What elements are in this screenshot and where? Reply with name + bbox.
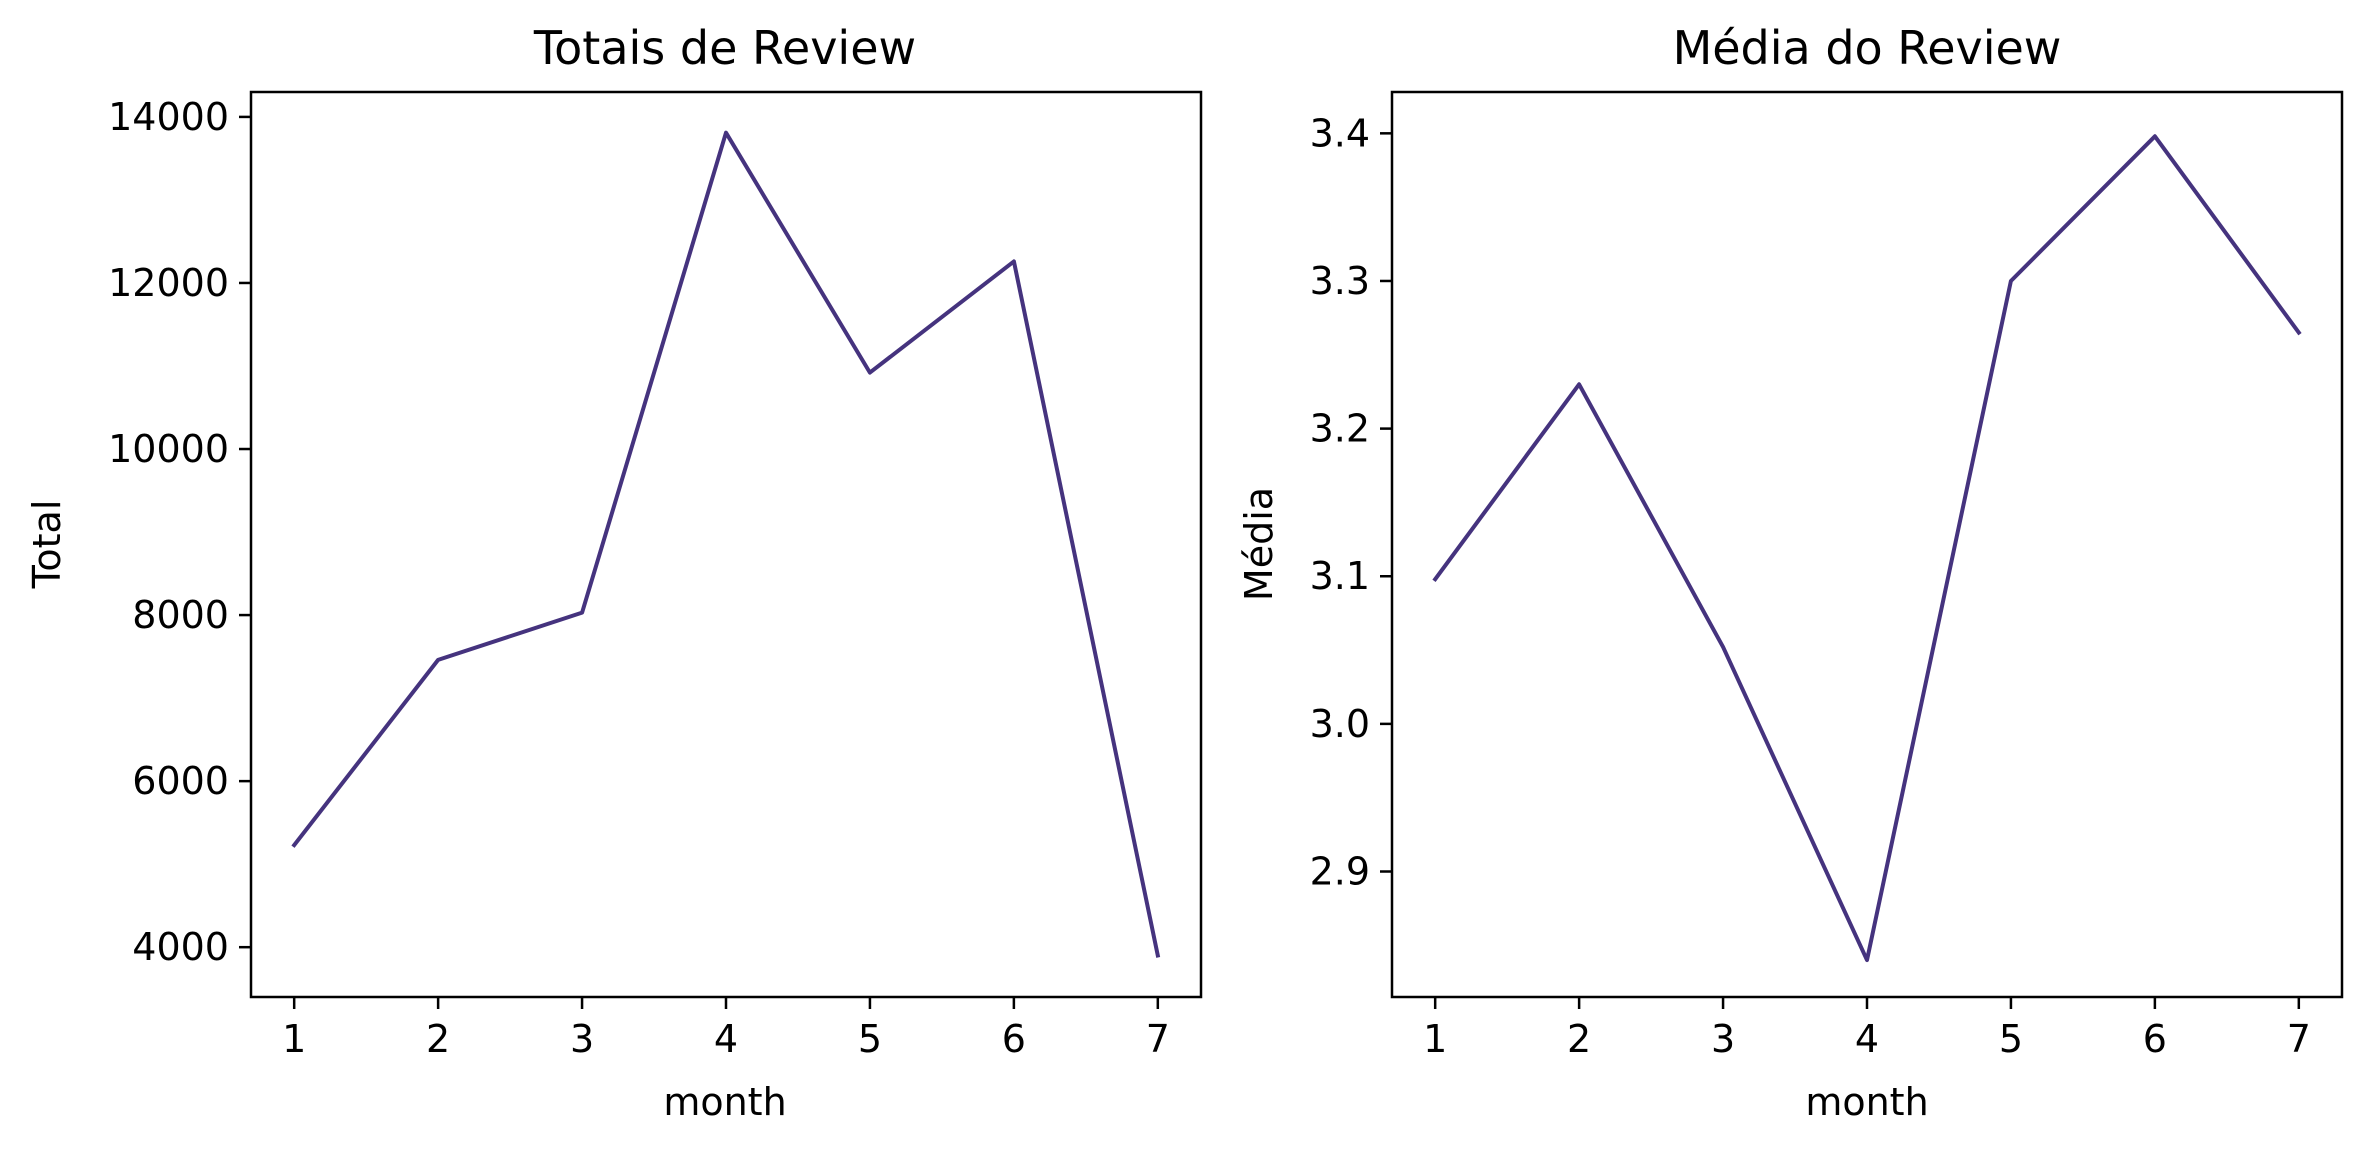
y-tick-label: 14000 — [108, 95, 229, 139]
chart-totais-de-review: Totais de Review month Total 1 2 3 4 5 6 7 4000… — [25, 21, 1203, 1124]
x-tick-label: 5 — [858, 1017, 882, 1061]
y-tick-label: 2.9 — [1310, 850, 1370, 894]
y-tick-label: 3.4 — [1310, 111, 1370, 155]
x-tick-label: 4 — [714, 1017, 738, 1061]
y-tick-label: 8000 — [132, 593, 229, 637]
y-axis-label: Média — [1237, 487, 1281, 601]
chart-media-do-review: Média do Review month Média 1 2 3 4 5 6 7 2.9 3.… — [1237, 21, 2344, 1124]
y-tick-label: 12000 — [108, 261, 229, 305]
x-tick-label: 6 — [2143, 1017, 2167, 1061]
y-tick-label: 3.0 — [1310, 702, 1370, 746]
x-tick-label: 4 — [1855, 1017, 1879, 1061]
series-group — [291, 130, 1161, 958]
series-line — [291, 130, 1161, 958]
axes-frame — [249, 90, 1203, 999]
y-tick-label: 3.1 — [1310, 554, 1370, 598]
x-tick-label: 1 — [1423, 1017, 1447, 1061]
y-tick-label: 10000 — [108, 427, 229, 471]
y-tick-label: 6000 — [132, 759, 229, 803]
series-line — [1432, 134, 2302, 963]
y-tick-label: 3.2 — [1310, 407, 1370, 451]
chart-title: Média do Review — [1673, 21, 2062, 75]
y-axis-label: Total — [25, 500, 69, 590]
x-tick-label: 1 — [282, 1017, 306, 1061]
x-tick-label: 7 — [2287, 1017, 2311, 1061]
x-tick-label: 6 — [1002, 1017, 1026, 1061]
x-tick-label: 5 — [1999, 1017, 2023, 1061]
y-tick-label: 4000 — [132, 925, 229, 969]
x-tick-label: 2 — [426, 1017, 450, 1061]
series-group — [1432, 134, 2302, 963]
x-axis-label: month — [1805, 1080, 1928, 1124]
axes-frame — [1390, 90, 2344, 999]
y-tick-label: 3.3 — [1310, 259, 1370, 303]
x-tick-label: 2 — [1567, 1017, 1591, 1061]
x-tick-label: 7 — [1146, 1017, 1170, 1061]
tick-group: 1 2 3 4 5 6 7 4000 6000 8000 10000 12000 14000 — [108, 95, 1170, 1061]
x-tick-label: 3 — [570, 1017, 594, 1061]
x-tick-label: 3 — [1711, 1017, 1735, 1061]
chart-title: Totais de Review — [533, 21, 916, 75]
x-axis-label: month — [663, 1080, 786, 1124]
tick-group: 1 2 3 4 5 6 7 2.9 3.0 3.1 3.2 3.3 3.4 — [1310, 111, 2311, 1061]
